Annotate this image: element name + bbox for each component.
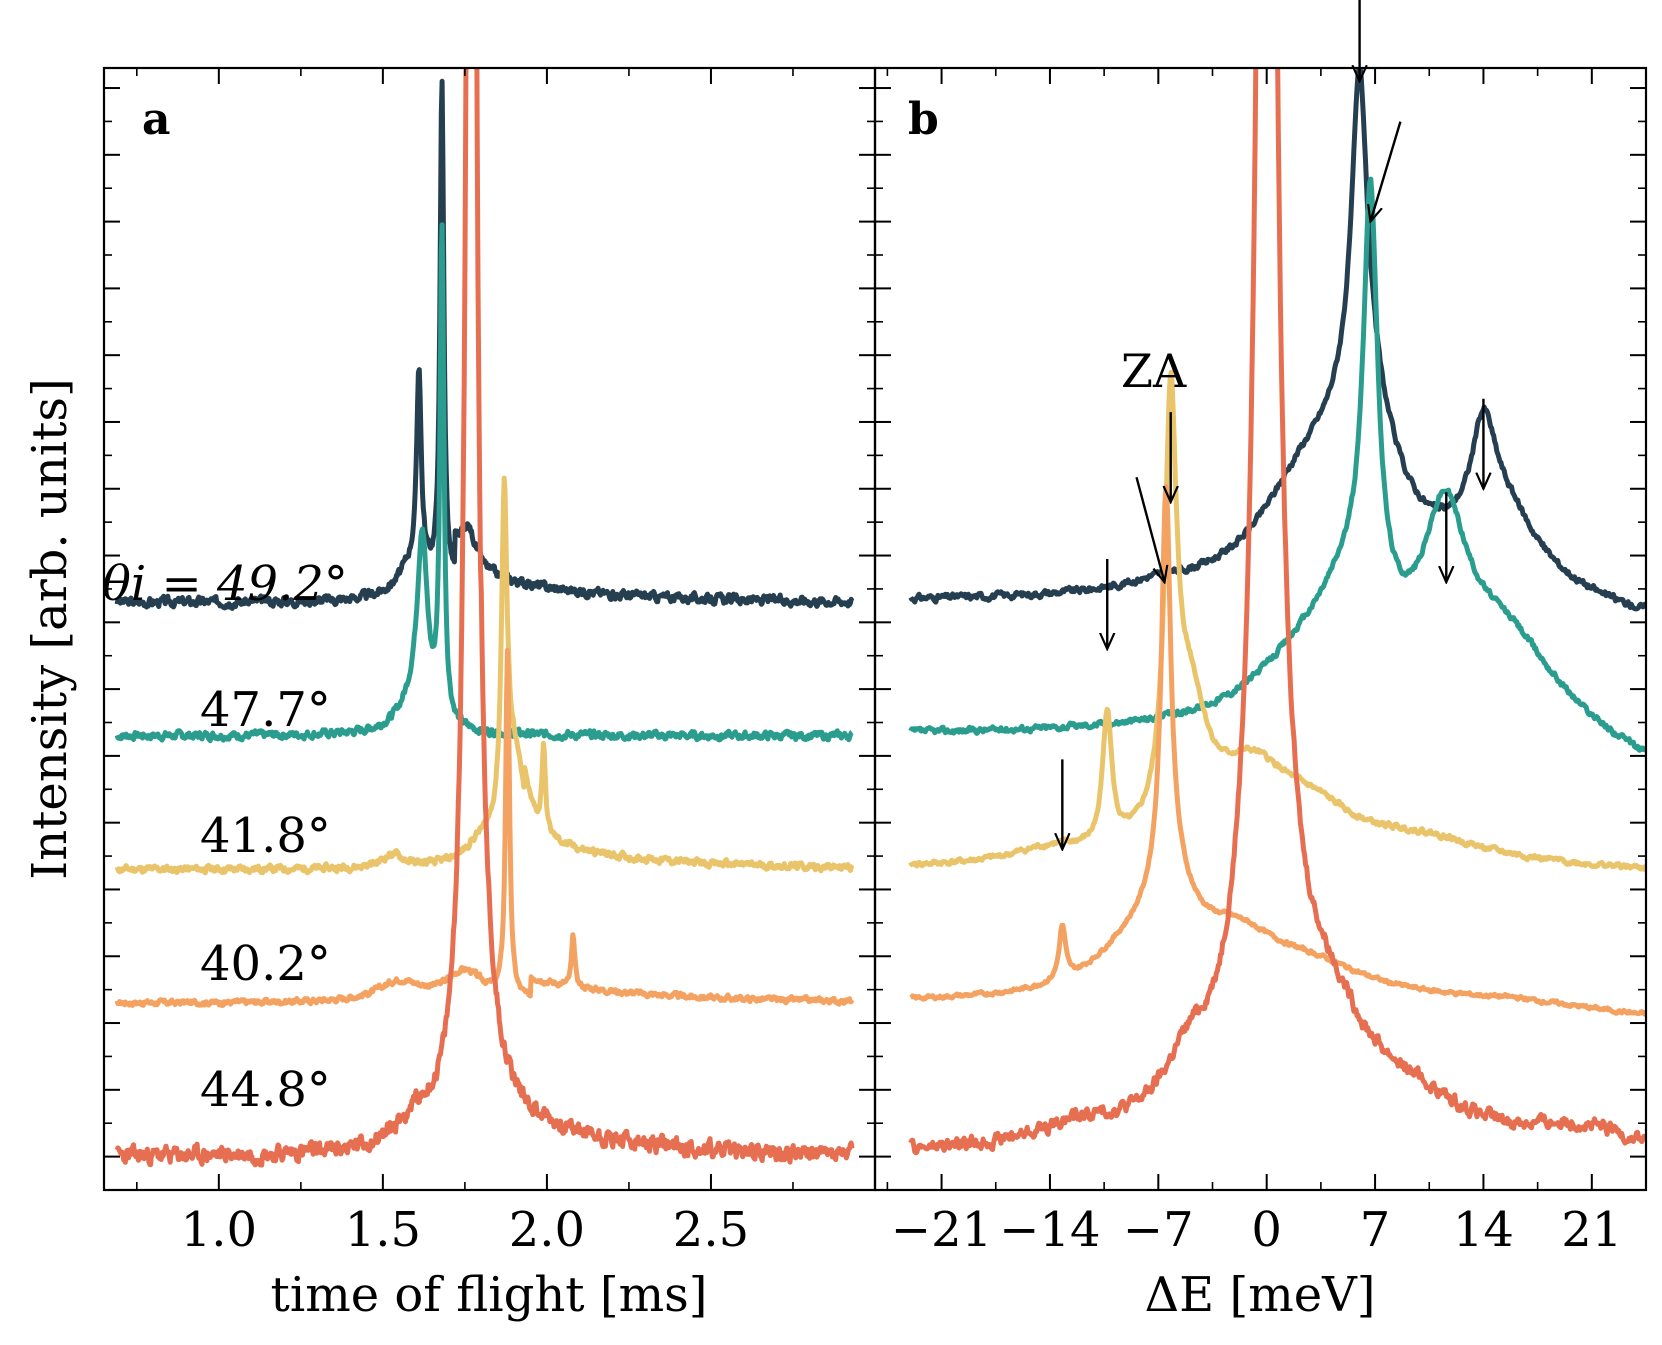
series-line-b-1: [908, 176, 1646, 753]
za-annotation: ZA: [1121, 344, 1187, 398]
y-axis-label: Intensity [arb. units]: [22, 378, 78, 880]
panel-b-letter: b: [908, 94, 939, 145]
series-line-b-2: [908, 369, 1646, 872]
x-tick-label-b: 14: [1453, 1202, 1514, 1258]
x-tick-label-b: 21: [1561, 1202, 1622, 1258]
x-tick-label-a: 1.0: [181, 1202, 257, 1258]
series-line-b-0: [908, 68, 1646, 612]
series-line-b-4: [908, 68, 1646, 1156]
series-line-a-4: [114, 68, 855, 1168]
x-tick-label-b: 0: [1251, 1202, 1282, 1258]
peak-arrows: [1062, 0, 1483, 849]
panel-b-frame: [873, 66, 1648, 1192]
panel-a-letter: a: [142, 94, 171, 145]
peak-arrow: [1370, 121, 1402, 222]
panel-a-frame: [102, 66, 877, 1192]
series-label-47-7: 47.7°: [200, 682, 331, 738]
x-tick-label-b: −7: [1123, 1202, 1194, 1258]
series-line-b-3: [909, 484, 1646, 1017]
x-tick-label-b: −14: [999, 1202, 1100, 1258]
series-line-a-3: [114, 647, 855, 1008]
series-label-40-2: 40.2°: [200, 936, 331, 992]
series-label-49-2: θi = 49.2°: [102, 556, 348, 612]
panel-a-plot-area: [114, 68, 855, 1168]
series-line-a-0: [114, 78, 855, 611]
x-tick-label-b: −21: [891, 1202, 992, 1258]
x-axis-label-b: ΔE [meV]: [1145, 1267, 1376, 1323]
x-tick-label-a: 2.5: [673, 1202, 749, 1258]
x-tick-label-b: 7: [1360, 1202, 1391, 1258]
x-axis-label-a: time of flight [ms]: [271, 1267, 708, 1323]
series-label-41-8: 41.8°: [200, 808, 331, 864]
axis-ticks: 1.0 1.5 2.0 2.5 −21 −14 −7 0 7 14 21: [104, 68, 1647, 1258]
x-tick-label-a: 2.0: [509, 1202, 585, 1258]
panel-b-plot-area: [908, 68, 1646, 1156]
peak-arrow: [1135, 476, 1165, 582]
series-label-44-8: 44.8°: [200, 1062, 331, 1118]
x-tick-label-a: 1.5: [345, 1202, 421, 1258]
